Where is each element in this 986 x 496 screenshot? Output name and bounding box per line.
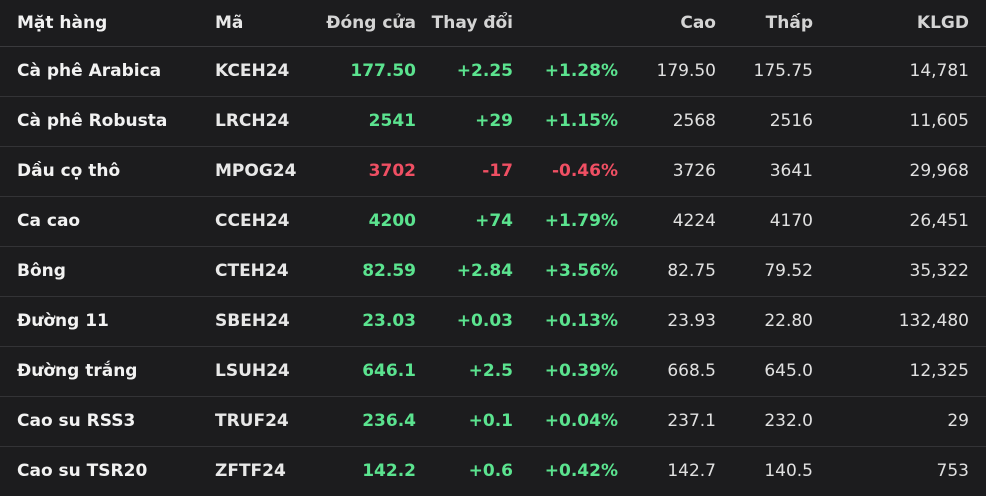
commodity-code: CTEH24 [215, 261, 289, 281]
table-row[interactable]: Đường trắng LSUH24 646.1 +2.5 +0.39% 668.5 645… [0, 346, 986, 396]
trading-volume: 35,322 [909, 261, 969, 281]
price-change: +74 [475, 211, 513, 231]
trading-volume: 132,480 [898, 311, 969, 331]
commodity-name: Đường 11 [17, 311, 109, 331]
percent-change: +0.42% [544, 461, 618, 482]
trading-volume: 29,968 [909, 161, 969, 181]
header-change[interactable]: Thay đổi [416, 0, 513, 47]
high-price: 3726 [672, 161, 716, 181]
commodity-code: CCEH24 [215, 211, 290, 231]
high-price: 23.93 [667, 311, 716, 331]
commodity-code: KCEH24 [215, 61, 290, 81]
header-name[interactable]: Mặt hàng [0, 0, 215, 47]
price-change: +2.25 [456, 61, 513, 81]
table-header: Mặt hàng Mã Đóng cửa Thay đổi Cao Thấp K… [0, 0, 986, 47]
table-row[interactable]: Dầu cọ thô MPOG24 3702 -17 -0.46% 3726 3641 29,… [0, 146, 986, 196]
close-price: 142.2 [362, 461, 416, 482]
low-price: 3641 [769, 161, 813, 181]
trading-volume: 11,605 [909, 111, 969, 131]
table-row[interactable]: Đường 11 SBEH24 23.03 +0.03 +0.13% 23.93 22.80… [0, 296, 986, 346]
percent-change: +0.39% [544, 361, 618, 381]
high-price: 82.75 [667, 261, 716, 281]
trading-volume: 14,781 [909, 61, 969, 81]
table-row[interactable]: Cà phê Robusta LRCH24 2541 +29 +1.15% 2568 251… [0, 96, 986, 146]
high-price: 142.7 [667, 461, 716, 482]
commodity-name: Cà phê Robusta [17, 111, 168, 131]
table-body: Cà phê Arabica KCEH24 177.50 +2.25 +1.28% 179… [0, 46, 986, 496]
high-price: 237.1 [667, 411, 716, 431]
low-price: 140.5 [764, 461, 813, 482]
close-price: 3702 [368, 161, 416, 181]
header-change-spacer [513, 0, 618, 47]
trading-volume: 753 [936, 461, 969, 482]
low-price: 79.52 [764, 261, 813, 281]
close-price: 646.1 [362, 361, 416, 381]
percent-change: +3.56% [544, 261, 618, 281]
high-price: 2568 [672, 111, 716, 131]
price-change: +0.03 [456, 311, 513, 331]
commodity-code: MPOG24 [215, 161, 297, 181]
percent-change: -0.46% [551, 161, 618, 181]
commodity-name: Cao su TSR20 [17, 461, 148, 482]
close-price: 177.50 [350, 61, 416, 81]
percent-change: +0.04% [544, 411, 618, 431]
close-price: 4200 [368, 211, 416, 231]
price-change: -17 [482, 161, 513, 181]
close-price: 236.4 [362, 411, 416, 431]
commodity-name: Cao su RSS3 [17, 411, 136, 431]
commodity-name: Dầu cọ thô [17, 161, 121, 181]
low-price: 4170 [769, 211, 813, 231]
table-row[interactable]: Cà phê Arabica KCEH24 177.50 +2.25 +1.28% 179… [0, 46, 986, 96]
header-high[interactable]: Cao [618, 0, 716, 47]
low-price: 22.80 [764, 311, 813, 331]
commodity-code: LRCH24 [215, 111, 290, 131]
percent-change: +1.28% [544, 61, 618, 81]
commodity-name: Cà phê Arabica [17, 61, 162, 81]
commodity-name: Bông [17, 261, 66, 281]
price-change: +2.5 [468, 361, 513, 381]
percent-change: +1.79% [544, 211, 618, 231]
price-change: +0.1 [468, 411, 513, 431]
close-price: 82.59 [362, 261, 416, 281]
low-price: 645.0 [764, 361, 813, 381]
header-close[interactable]: Đóng cửa [310, 0, 416, 47]
table-row[interactable]: Cao su TSR20 ZFTF24 142.2 +0.6 +0.42% 142.7 14… [0, 446, 986, 496]
header-volume[interactable]: KLGD [813, 0, 986, 47]
table-row[interactable]: Ca cao CCEH24 4200 +74 +1.79% 4224 4170 26,451 [0, 196, 986, 246]
table-row[interactable]: Bông CTEH24 82.59 +2.84 +3.56% 82.75 79.52 35,3… [0, 246, 986, 296]
table-row[interactable]: Cao su RSS3 TRUF24 236.4 +0.1 +0.04% 237.1 232… [0, 396, 986, 446]
percent-change: +0.13% [544, 311, 618, 331]
trading-volume: 26,451 [909, 211, 969, 231]
close-price: 23.03 [362, 311, 416, 331]
low-price: 232.0 [764, 411, 813, 431]
price-change: +29 [475, 111, 513, 131]
trading-volume: 12,325 [909, 361, 969, 381]
header-code[interactable]: Mã [215, 0, 310, 47]
price-change: +2.84 [456, 261, 513, 281]
low-price: 175.75 [753, 61, 813, 81]
high-price: 179.50 [656, 61, 716, 81]
high-price: 668.5 [667, 361, 716, 381]
commodity-code: ZFTF24 [215, 461, 286, 482]
low-price: 2516 [769, 111, 813, 131]
commodity-code: SBEH24 [215, 311, 290, 331]
percent-change: +1.15% [544, 111, 618, 131]
commodity-name: Đường trắng [17, 361, 138, 381]
commodity-code: TRUF24 [215, 411, 289, 431]
close-price: 2541 [368, 111, 416, 131]
header-row: Mặt hàng Mã Đóng cửa Thay đổi Cao Thấp K… [0, 0, 986, 47]
header-low[interactable]: Thấp [716, 0, 813, 47]
trading-volume: 29 [947, 411, 969, 431]
price-change: +0.6 [468, 461, 513, 482]
high-price: 4224 [672, 211, 716, 231]
commodity-code: LSUH24 [215, 361, 290, 381]
commodity-name: Ca cao [17, 211, 81, 231]
